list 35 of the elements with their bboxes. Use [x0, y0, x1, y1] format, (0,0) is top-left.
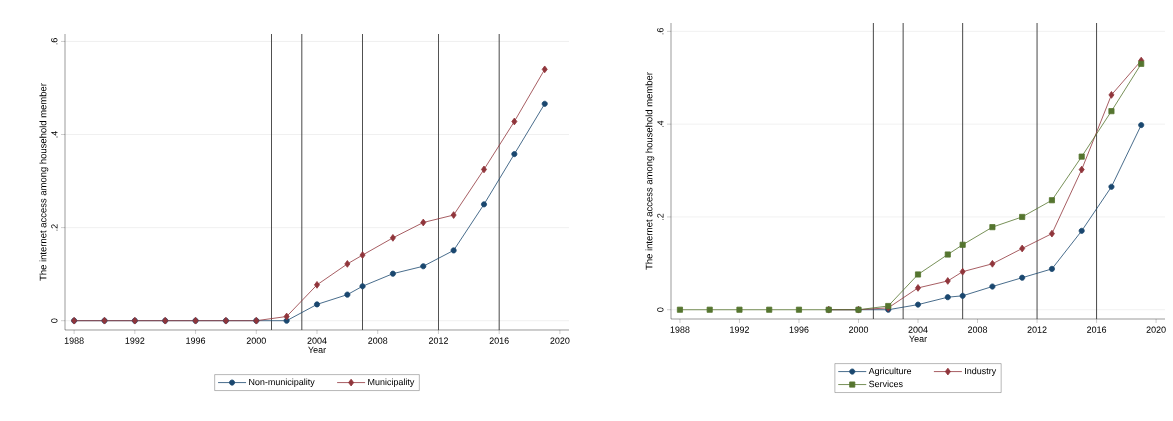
y-axis-title: The internet access among household member — [645, 72, 655, 270]
y-tick-label: .6 — [51, 38, 58, 45]
x-axis-title: Year — [909, 335, 927, 342]
x-tick-label: 2004 — [908, 326, 928, 333]
x-axis-title: Year — [308, 346, 326, 353]
x-tick-label: 2004 — [307, 337, 327, 344]
x-tick-label: 2016 — [1087, 326, 1107, 333]
x-tick-label: 2000 — [848, 326, 869, 333]
legend-label: Services — [869, 380, 903, 388]
y-tick-label: .6 — [657, 28, 664, 35]
x-tick-label: 2000 — [246, 337, 266, 344]
x-tick-label: 2008 — [368, 337, 388, 344]
x-tick-label: 1996 — [186, 337, 206, 344]
y-tick-label: .4 — [657, 120, 664, 128]
x-tick-label: 2020 — [1146, 326, 1166, 333]
x-tick-label: 1992 — [730, 326, 749, 333]
legend-label: Agriculture — [868, 367, 912, 376]
y-tick-label: 0 — [657, 307, 664, 312]
y-tick-label: 0 — [51, 318, 58, 323]
x-tick-label: 1996 — [789, 326, 809, 333]
x-tick-label: 2012 — [428, 337, 448, 344]
y-tick-label: .2 — [51, 224, 58, 231]
x-tick-label: 2012 — [1027, 326, 1047, 333]
x-tick-label: 2008 — [968, 326, 988, 333]
x-tick-label: 1992 — [125, 337, 145, 344]
legend-label: Non-municipality — [249, 378, 315, 387]
y-tick-label: .4 — [51, 131, 58, 138]
y-axis-title: The internet access among household member — [39, 83, 49, 281]
y-tick-label: .2 — [657, 213, 664, 220]
x-tick-label: 2020 — [550, 337, 570, 344]
x-tick-label: 1988 — [64, 337, 84, 344]
legend-label: Municipality — [368, 378, 415, 387]
x-tick-label: 1988 — [670, 326, 690, 333]
legend-label: Industry — [965, 367, 997, 376]
x-tick-label: 2016 — [489, 337, 509, 344]
